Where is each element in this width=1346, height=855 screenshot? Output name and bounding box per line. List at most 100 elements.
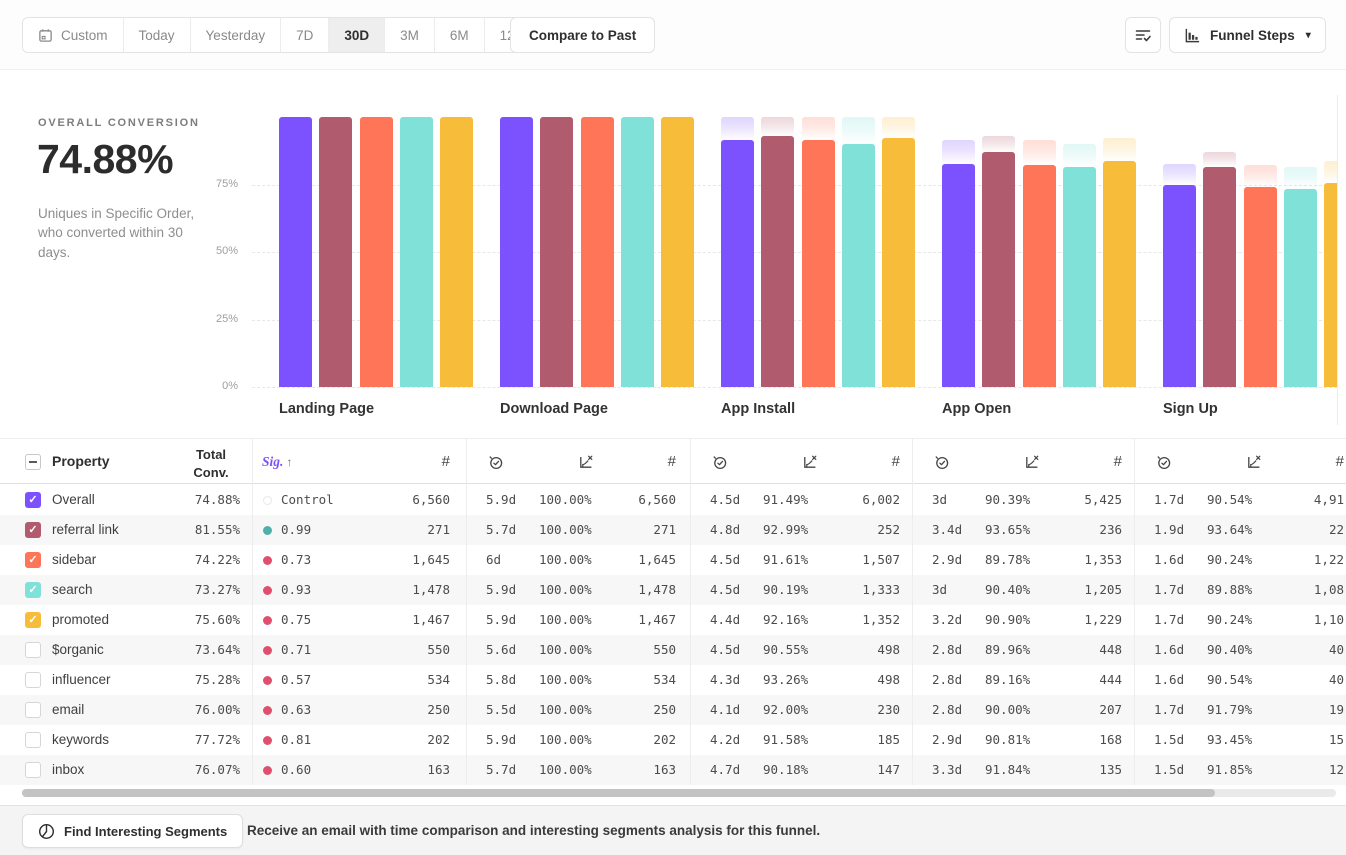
gridline <box>252 184 1337 186</box>
bar-referral-link-landing-page[interactable] <box>319 117 353 387</box>
select-all-checkbox[interactable] <box>25 454 41 470</box>
bar-overall-download-page[interactable] <box>500 117 533 387</box>
step-count: 1,507 <box>862 552 900 567</box>
bar-overall-landing-page[interactable] <box>279 117 312 387</box>
find-interesting-segments-button[interactable]: Find Interesting Segments <box>22 814 244 848</box>
significance-column-header[interactable]: Sig. ↑ <box>262 454 293 469</box>
time-column-header[interactable] <box>488 454 504 475</box>
bar-search-sign-up[interactable] <box>1283 189 1317 387</box>
bar-overall-sign-up[interactable] <box>1163 184 1196 387</box>
step-count: 271 <box>653 522 676 537</box>
property-checkbox[interactable] <box>25 702 41 718</box>
range-7d[interactable]: 7D <box>281 18 330 52</box>
range-6m[interactable]: 6M <box>434 18 485 52</box>
count-column-header[interactable]: # <box>1113 453 1122 470</box>
conversion-rate: 91.58% <box>763 732 809 747</box>
step-count: 236 <box>1099 522 1122 537</box>
count-column-header[interactable]: # <box>667 453 676 470</box>
time-column-header[interactable] <box>934 454 950 475</box>
time-to-convert: 4.5d <box>710 642 741 657</box>
count-column-header[interactable]: # <box>441 453 450 470</box>
bar-search-app-install[interactable] <box>841 143 875 387</box>
bar-promoted-sign-up[interactable] <box>1324 182 1337 387</box>
time-to-convert: 4.7d <box>710 762 741 777</box>
step-count: 185 <box>877 732 900 747</box>
step-count: 550 <box>427 642 450 657</box>
bar-overall-app-open[interactable] <box>942 163 975 387</box>
rate-column-header[interactable] <box>578 454 594 475</box>
chart-right-border <box>1337 95 1338 425</box>
step-count: 163 <box>653 762 676 777</box>
bar-referral-link-app-install[interactable] <box>761 135 795 387</box>
range-today[interactable]: Today <box>123 18 191 52</box>
rate-column-header[interactable] <box>802 454 818 475</box>
range-yesterday[interactable]: Yesterday <box>190 18 282 52</box>
time-column-header[interactable] <box>1156 454 1172 475</box>
property-name: $organic <box>52 642 104 657</box>
bar-sidebar-sign-up[interactable] <box>1243 186 1277 387</box>
bar-overall-app-install[interactable] <box>721 139 754 387</box>
property-checkbox[interactable]: ✓ <box>25 552 41 568</box>
conversion-rate: 93.26% <box>763 672 809 687</box>
gridline <box>252 252 1337 253</box>
significance-value: 0.93 <box>281 582 312 597</box>
property-checkbox[interactable]: ✓ <box>25 582 41 598</box>
bar-sidebar-app-open[interactable] <box>1022 164 1056 387</box>
step-count: 1,467 <box>412 612 450 627</box>
conversion-rate: 91.85% <box>1207 762 1253 777</box>
bar-promoted-landing-page[interactable] <box>440 117 474 387</box>
property-checkbox[interactable] <box>25 732 41 748</box>
conversion-rate: 100.00% <box>539 642 592 657</box>
total-conv-column-header[interactable]: Total Conv. <box>193 447 229 480</box>
property-checkbox[interactable]: ✓ <box>25 522 41 538</box>
horizontal-scrollbar-thumb[interactable] <box>22 789 1215 797</box>
count-column-header[interactable]: # <box>891 453 900 470</box>
rate-column-header[interactable] <box>1246 454 1262 475</box>
bar-search-landing-page[interactable] <box>399 117 433 387</box>
property-checkbox[interactable] <box>25 672 41 688</box>
property-checkbox[interactable] <box>25 642 41 658</box>
bar-promoted-download-page[interactable] <box>661 117 695 387</box>
bar-promoted-app-open[interactable] <box>1103 160 1137 387</box>
table-body: ✓ Overall 74.88% Control 6,560 5.9d 100.00% 6,5… <box>0 485 1346 785</box>
filter-list-button[interactable] <box>1125 17 1161 53</box>
time-to-convert: 5.9d <box>486 732 517 747</box>
bar-promoted-app-install[interactable] <box>882 138 916 387</box>
bar-sidebar-landing-page[interactable] <box>359 117 393 387</box>
bar-referral-link-download-page[interactable] <box>540 117 574 387</box>
time-column-header[interactable] <box>712 454 728 475</box>
bar-sidebar-app-install[interactable] <box>801 139 835 387</box>
bar-dropoff-ghost <box>1243 164 1277 187</box>
conversion-rate: 89.88% <box>1207 582 1253 597</box>
funnel-steps-dropdown[interactable]: Funnel Steps ▾ <box>1169 17 1326 53</box>
funnel-step-label: Landing Page <box>279 401 375 417</box>
property-column-header[interactable]: Property <box>52 453 110 469</box>
significance-value: 0.60 <box>281 762 312 777</box>
range-custom[interactable]: Custom <box>23 18 124 52</box>
property-checkbox[interactable]: ✓ <box>25 492 41 508</box>
time-to-convert: 2.9d <box>932 552 963 567</box>
time-to-convert: 1.5d <box>1154 762 1185 777</box>
compare-to-past-button[interactable]: Compare to Past <box>510 17 656 53</box>
horizontal-scrollbar-track[interactable] <box>22 789 1336 797</box>
conversion-rate: 100.00% <box>539 732 592 747</box>
step-count: 1,353 <box>1084 552 1122 567</box>
conversion-rate: 100.00% <box>539 612 592 627</box>
significance-value: Control <box>281 492 334 507</box>
step-count: 1,229 <box>1084 612 1122 627</box>
conversion-rate: 100.00% <box>539 492 592 507</box>
rate-column-header[interactable] <box>1024 454 1040 475</box>
bar-referral-link-app-open[interactable] <box>982 151 1016 387</box>
bar-search-app-open[interactable] <box>1062 166 1096 387</box>
range-label: Custom <box>61 27 108 43</box>
property-checkbox[interactable]: ✓ <box>25 612 41 628</box>
property-checkbox[interactable] <box>25 762 41 778</box>
bar-sidebar-download-page[interactable] <box>580 117 614 387</box>
range-3m[interactable]: 3M <box>385 18 435 52</box>
bar-referral-link-sign-up[interactable] <box>1203 166 1237 387</box>
count-column-header[interactable]: # <box>1335 453 1344 470</box>
bar-search-download-page[interactable] <box>620 117 654 387</box>
conversion-rate: 90.18% <box>763 762 809 777</box>
significance-value: 0.99 <box>281 522 312 537</box>
range-30d[interactable]: 30D <box>329 18 386 52</box>
